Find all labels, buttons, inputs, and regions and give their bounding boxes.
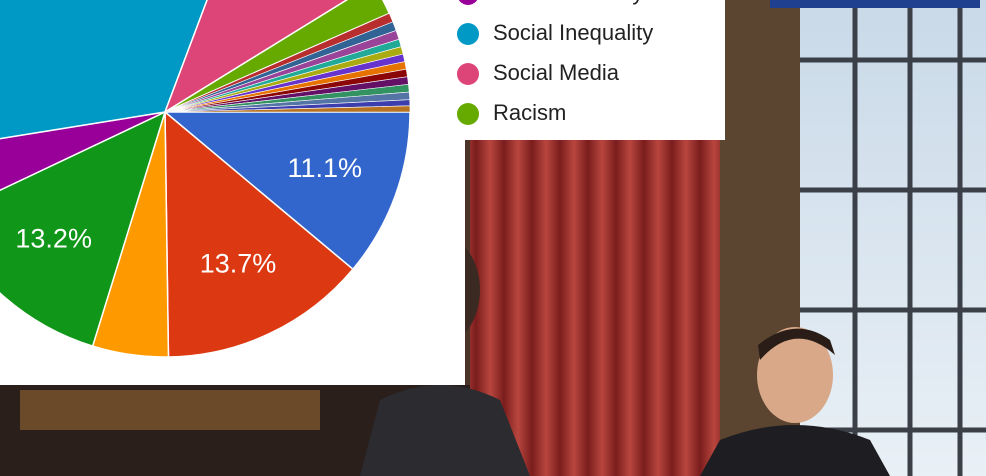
slice-label: 13.7%: [200, 249, 277, 279]
pie-slice: [162, 111, 411, 271]
pie-slice: [164, 110, 354, 358]
legend-label: Racism: [493, 100, 566, 125]
pie-slice: [0, 110, 167, 348]
legend-panel: [430, 0, 725, 140]
legend-swatch: [458, 0, 478, 5]
pie-slice: [164, 105, 411, 113]
pie-slice: [163, 0, 349, 114]
pie-slice: [0, 111, 166, 192]
legend-swatch: [457, 63, 479, 85]
legend: Gender Identity Social Inequality Social M…: [457, 0, 653, 125]
legend-label: Social Media: [493, 60, 620, 85]
pie: 11.1% 13.7% 13.2%: [0, 0, 411, 358]
pie-slice: [0, 0, 208, 140]
legend-swatch: [457, 103, 479, 125]
legend-label: Gender Identity: [493, 0, 643, 5]
legend-label: Social Inequality: [493, 20, 653, 45]
legend-swatch: [457, 23, 479, 45]
slice-label: 11.1%: [288, 153, 363, 183]
slice-label: 13.2%: [15, 224, 92, 254]
